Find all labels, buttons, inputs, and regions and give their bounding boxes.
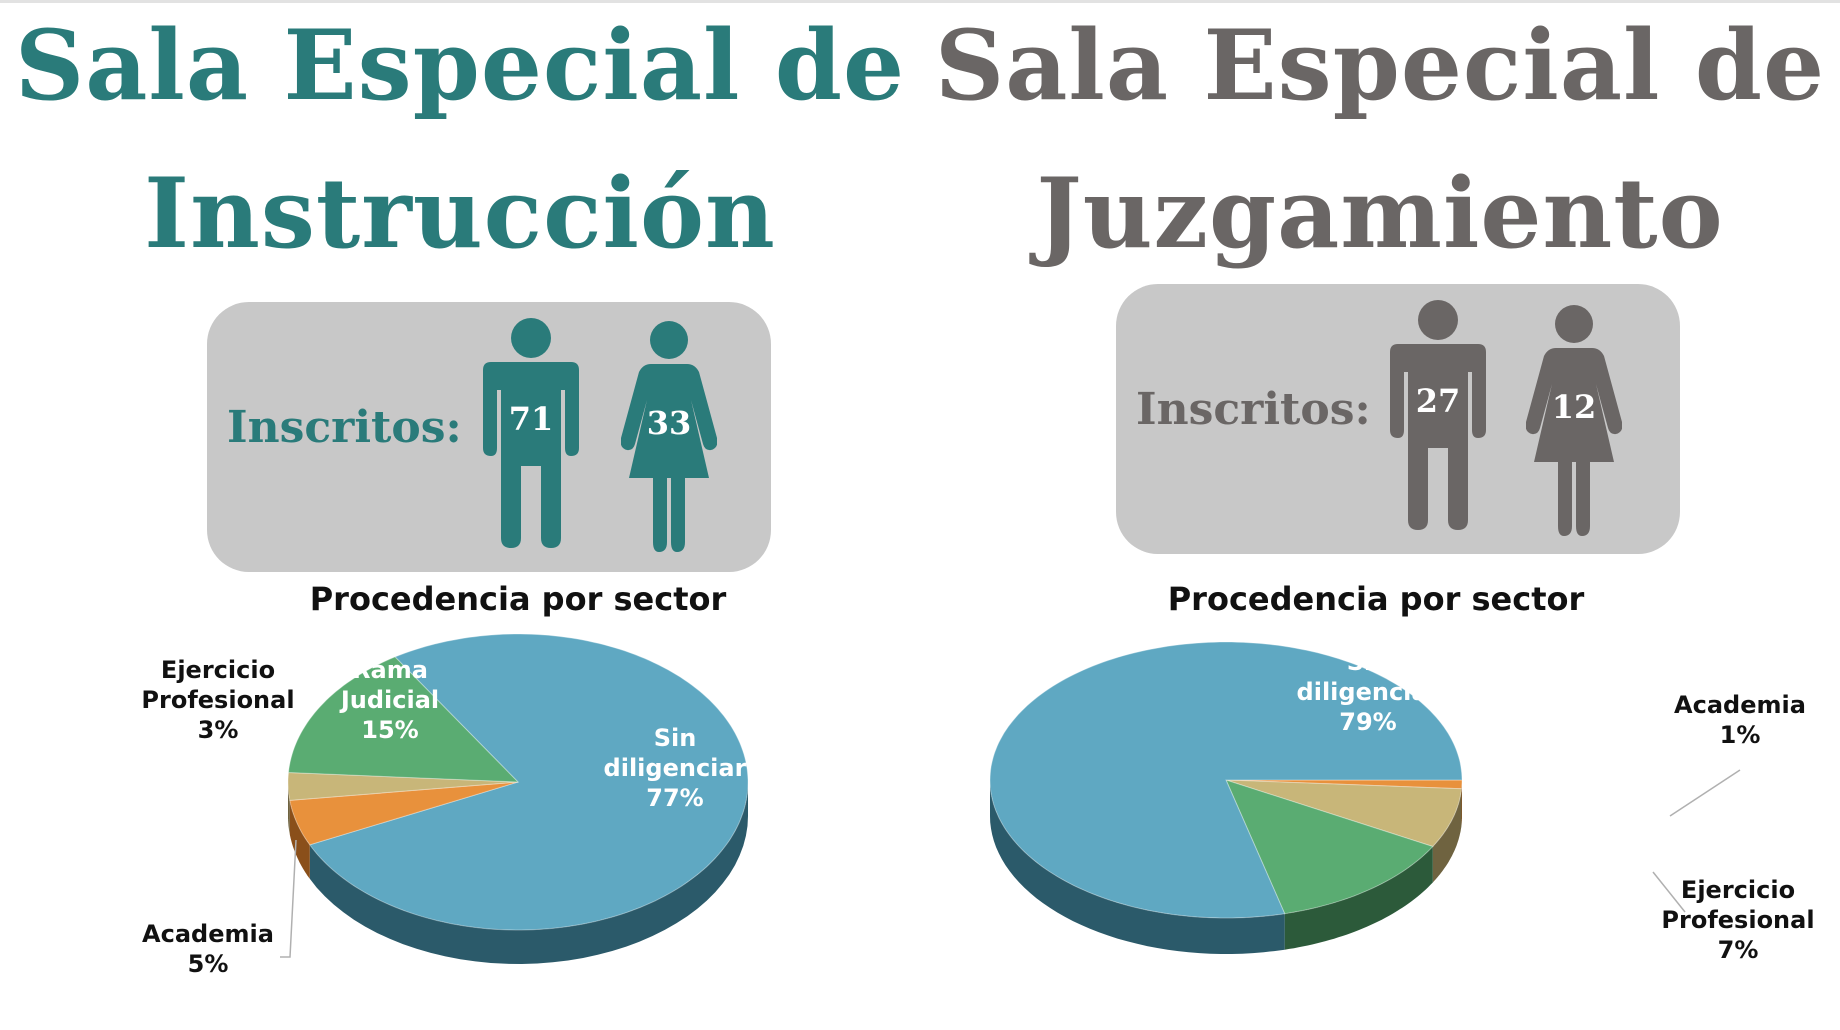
panel-title: Sala Especial de Instrucción — [0, 0, 920, 288]
pie-slice-side — [1461, 780, 1462, 825]
pie-labels: Academia 1% Ejercicio Profesional 7% Rama Judi… — [1297, 648, 1815, 964]
pie-leader-line — [280, 839, 297, 958]
pie-slice — [289, 781, 519, 846]
pie-sides — [990, 780, 1462, 954]
women-count: 33 — [646, 404, 692, 442]
title-line-1: Sala Especial de — [14, 9, 906, 122]
pie-slice-side — [288, 782, 290, 835]
man-icon: 27 — [1390, 298, 1486, 530]
top-divider — [0, 0, 1840, 3]
pie-slice-side — [990, 780, 1285, 954]
inscritos-card: Inscritos: 71 33 — [207, 302, 771, 572]
pie-leader-line — [1669, 769, 1741, 817]
pie-chart-juzgamiento: Academia 1% Ejercicio Profesional 7% Rama Judi… — [989, 641, 1815, 964]
pie-slice — [989, 641, 1463, 919]
title-line-2: Juzgamiento — [1036, 157, 1724, 270]
men-count: 27 — [1415, 382, 1461, 420]
pie-slice-side — [1284, 846, 1433, 950]
pie-slice-label: Rama Judicial 15% — [339, 656, 439, 744]
pie-slice-side — [1432, 788, 1462, 883]
pie-leader-line — [1652, 871, 1686, 913]
pie-chart-instruccion: Sin diligenciar 77% Academia 5% Ejercicio Prof… — [141, 633, 749, 978]
pie-slice-label: Academia 5% — [142, 920, 274, 978]
woman-icon: 33 — [621, 320, 717, 552]
pie-slice-label: Academia 1% — [1674, 691, 1806, 749]
inscritos-label: Inscritos: — [227, 402, 462, 453]
pie-sides — [288, 782, 748, 964]
pie-slice — [287, 656, 520, 783]
pie-labels: Sin diligenciar 77% Academia 5% Ejercicio Prof… — [141, 656, 746, 978]
woman-icon: 12 — [1526, 304, 1622, 536]
pie-slice — [1225, 779, 1434, 915]
panel-instruccion: Sala Especial de Instrucción Inscritos: … — [0, 0, 920, 978]
pie-top — [287, 633, 749, 931]
title-line-1: Sala Especial de — [934, 9, 1826, 122]
pie-slice-side — [289, 800, 310, 879]
inscritos-label: Inscritos: — [1136, 384, 1371, 435]
pie-top — [989, 641, 1463, 919]
title-line-2: Instrucción — [144, 157, 776, 270]
panel-juzgamiento: Sala Especial de Juzgamiento Inscritos: … — [920, 0, 1840, 1030]
panel-title: Sala Especial de Juzgamiento — [920, 0, 1840, 288]
pie-slice-label: Sin diligenciar 79% — [1297, 648, 1440, 736]
pie-slice-label: Ejercicio Profesional 7% — [1661, 876, 1814, 964]
pie-slice-side — [309, 782, 748, 964]
pie-slice-label: Ejercicio Profesional 3% — [141, 656, 294, 744]
pie-slice — [1225, 779, 1463, 848]
inscritos-card: Inscritos: 27 12 — [1116, 284, 1680, 554]
pie-slice — [287, 771, 519, 801]
men-count: 71 — [508, 400, 554, 438]
women-count: 12 — [1551, 388, 1597, 426]
man-icon: 71 — [483, 316, 579, 548]
pie-slice-label: Rama Judicial 13% — [1456, 811, 1556, 899]
pie-slice — [308, 633, 749, 931]
pie-slice-label: Sin diligenciar 77% — [604, 724, 747, 812]
chart-title: Procedencia por sector — [309, 580, 727, 618]
chart-title: Procedencia por sector — [1167, 580, 1585, 618]
